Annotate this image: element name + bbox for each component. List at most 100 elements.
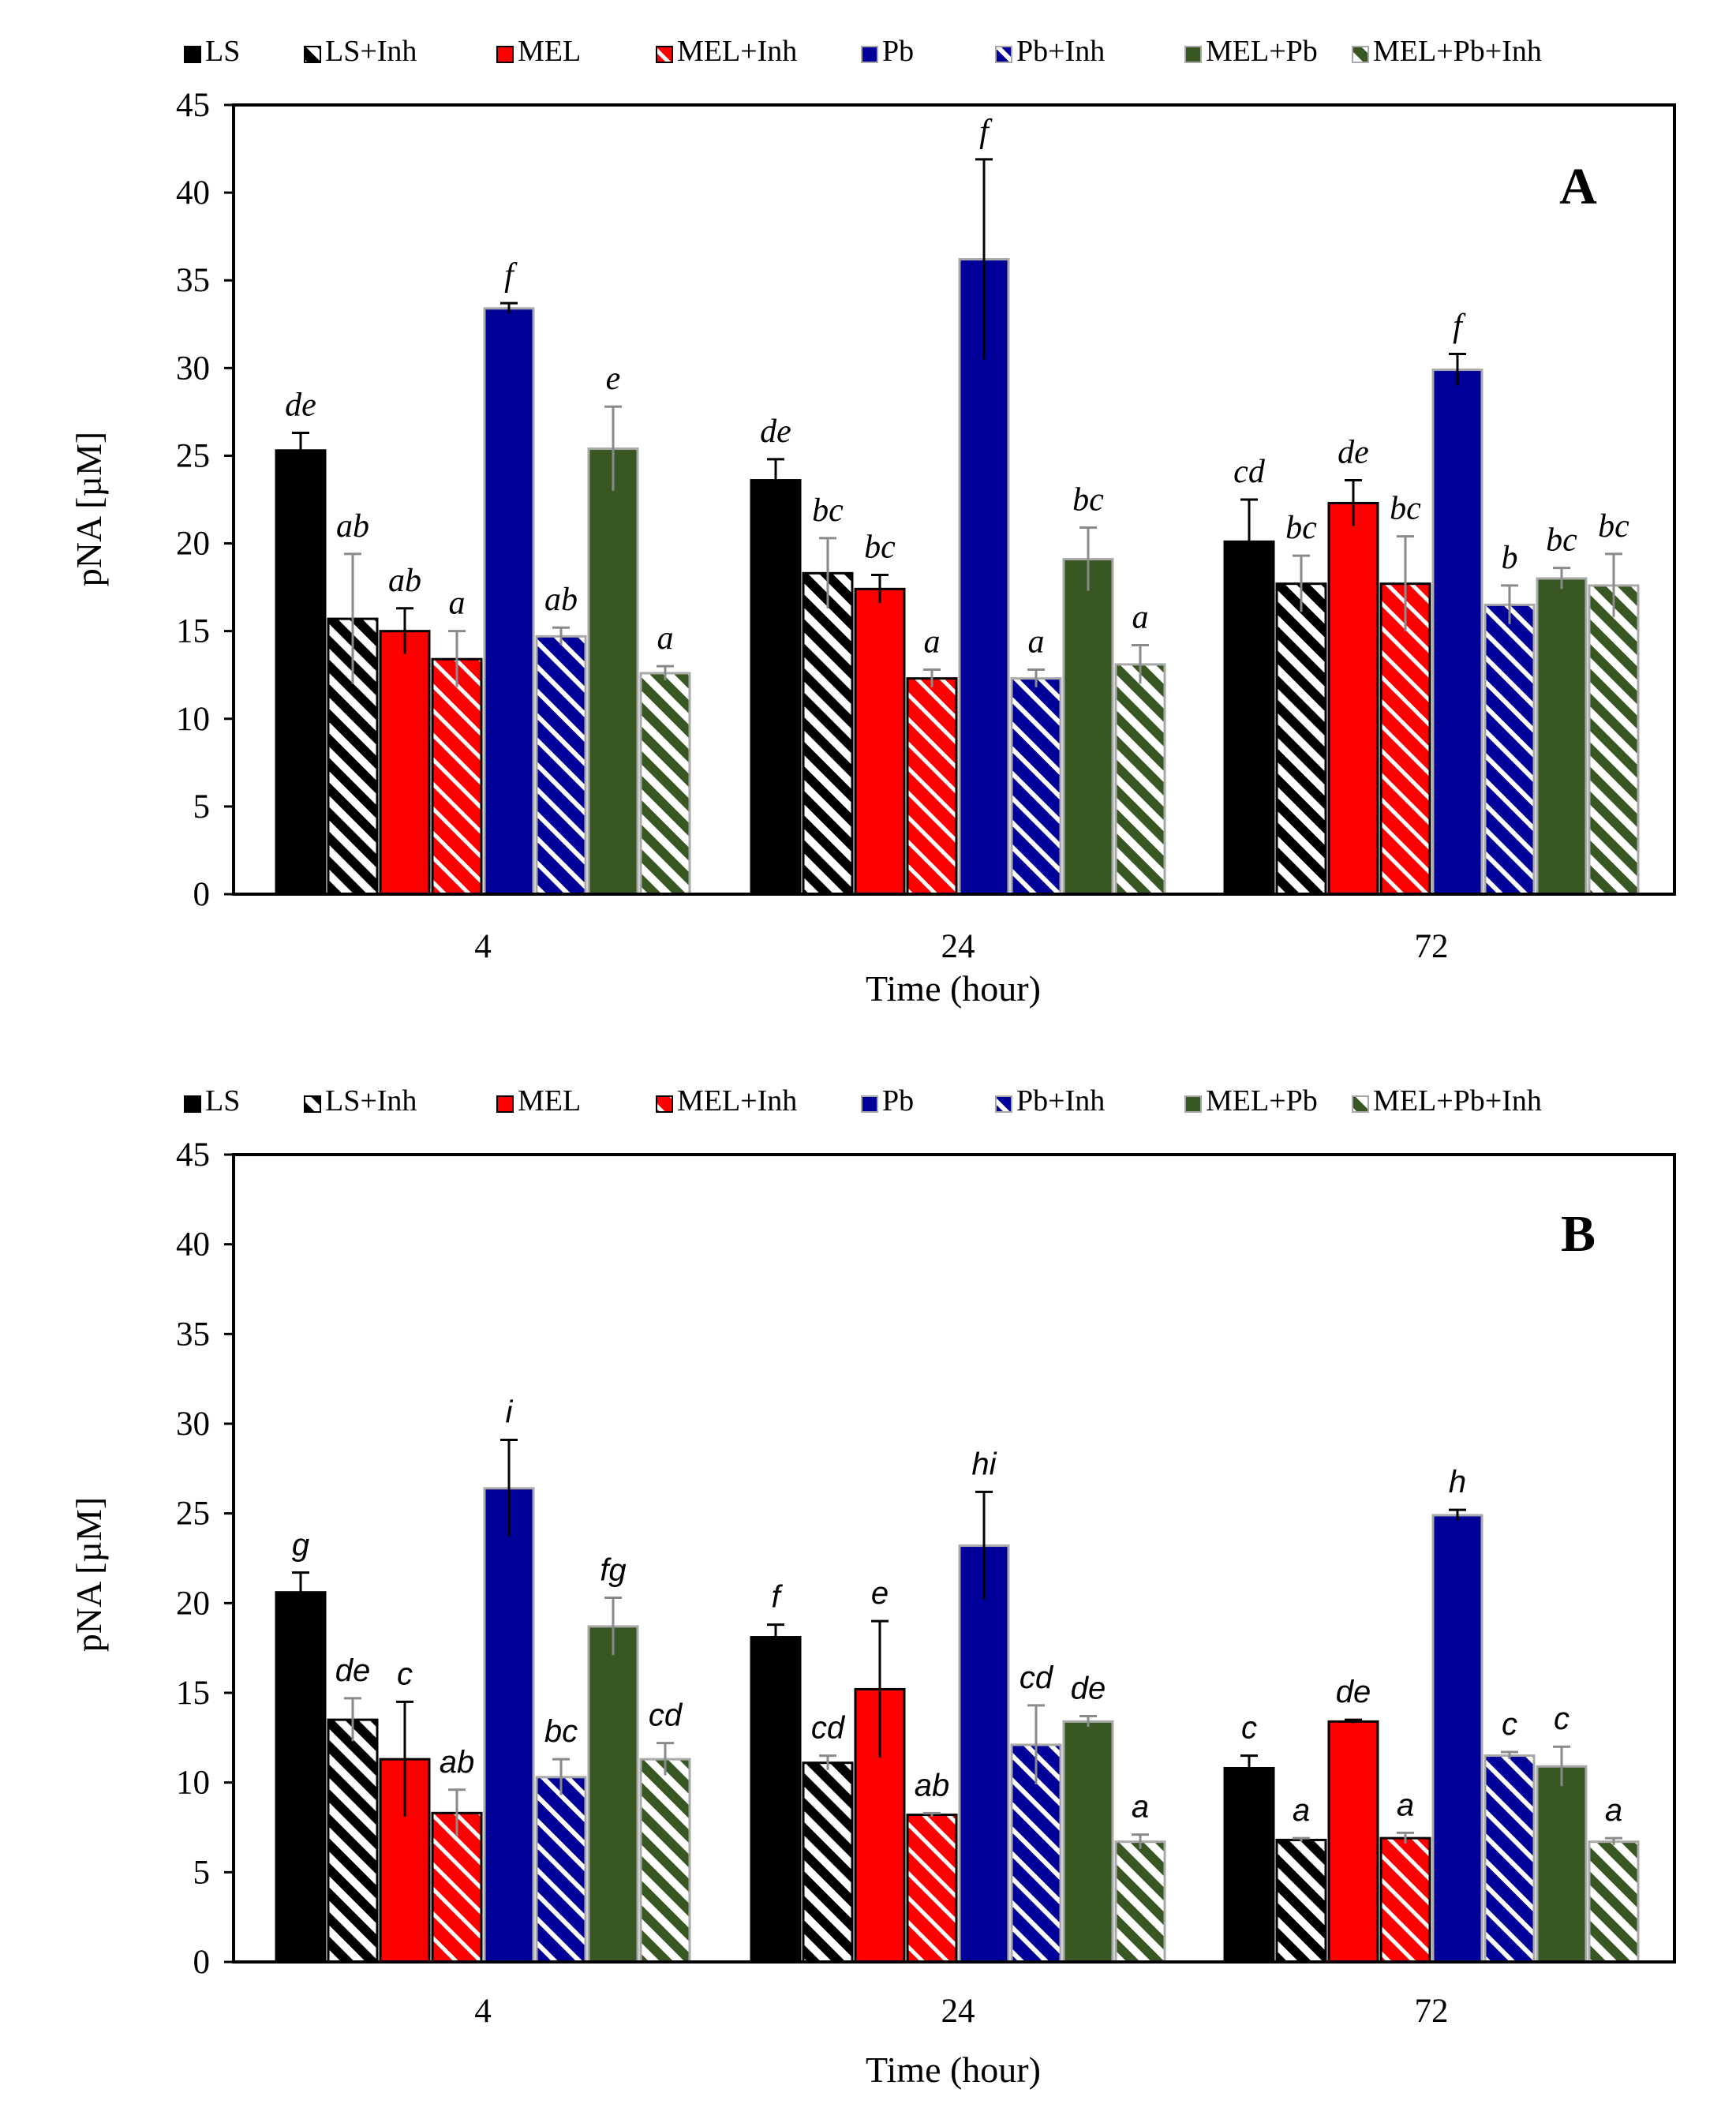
- bars-b: [275, 1487, 1640, 1964]
- significance-letter-ls-4h-a: de: [285, 387, 316, 424]
- bar-mel-pb-inh-4h-b: [639, 1758, 691, 1964]
- bar-mel-inh-72h-a: [1379, 582, 1431, 896]
- legend-swatch-ls-inh-b: [304, 1095, 321, 1113]
- bar-mel-inh-4h-b: [431, 1811, 483, 1964]
- significance-letter-ls-72h-b: c: [1241, 1711, 1257, 1746]
- significance-letter-mel-pb-inh-4h-a: a: [657, 620, 674, 657]
- x-axis-title-a: Time (hour): [866, 968, 1041, 1009]
- significance-letter-mel-inh-24h-b: ab: [915, 1768, 950, 1803]
- y-tick-label-b: 40: [176, 1226, 210, 1264]
- significance-letter-mel-pb-inh-72h-a: bc: [1598, 508, 1629, 545]
- y-tick-label-a: 35: [176, 262, 210, 299]
- bar-pb-inh-72h-a: [1483, 603, 1536, 896]
- y-axis-title-b: pNA [µM]: [69, 1497, 109, 1652]
- x-tick-label-b: 24: [941, 1993, 975, 2030]
- x-tick-label-a: 24: [941, 928, 975, 965]
- significance-letter-ls-inh-72h-b: a: [1293, 1793, 1310, 1828]
- legend-swatch-mel-b: [496, 1095, 514, 1113]
- bar-ls-24h-b: [750, 1636, 802, 1964]
- legend-swatch-pb-a: [861, 46, 878, 63]
- y-tick-label-b: 35: [176, 1316, 210, 1353]
- significance-letter-mel-pb-24h-a: bc: [1072, 482, 1104, 519]
- legend-swatch-mel-inh-a: [656, 46, 673, 63]
- panel-label-b: B: [1561, 1205, 1596, 1263]
- plot-frame-a: [232, 103, 1676, 896]
- legend-label-mel-inh-b: MEL+Inh: [677, 1084, 797, 1118]
- significance-letter-mel-pb-inh-72h-b: a: [1605, 1793, 1622, 1828]
- bar-pb-inh-4h-a: [535, 635, 587, 896]
- significance-letter-mel-pb-4h-a: e: [606, 361, 621, 397]
- y-tick-label-b: 45: [176, 1136, 210, 1174]
- y-tick-label-b: 5: [193, 1854, 211, 1891]
- bar-ls-inh-24h-a: [802, 571, 854, 896]
- significance-letter-ls-inh-72h-a: bc: [1285, 510, 1317, 546]
- significance-letter-pb-inh-24h-a: a: [1028, 624, 1045, 661]
- significance-letter-pb-inh-4h-b: bc: [544, 1714, 578, 1749]
- legend-label-mel-pb-inh-b: MEL+Pb+Inh: [1373, 1084, 1542, 1118]
- significance-letter-pb-4h-a: f: [504, 257, 518, 294]
- x-tick-label-b: 4: [474, 1993, 492, 2030]
- significance-letter-mel-inh-4h-a: a: [449, 586, 466, 622]
- significance-letter-mel-inh-4h-b: ab: [440, 1745, 475, 1780]
- y-tick-label-b: 20: [176, 1585, 210, 1622]
- legend-swatch-pb-inh-a: [995, 46, 1012, 63]
- y-tick-label-a: 10: [176, 701, 210, 738]
- legend-label-pb-b: Pb: [882, 1084, 914, 1118]
- bar-ls-24h-a: [750, 479, 802, 896]
- x-tick-label-a: 72: [1415, 928, 1449, 965]
- significance-letter-ls-24h-a: de: [760, 414, 791, 450]
- legend-label-pb-inh-a: Pb+Inh: [1016, 35, 1105, 68]
- bar-pb-4h-a: [483, 307, 535, 896]
- significance-letter-mel-pb-72h-b: c: [1554, 1702, 1570, 1736]
- bar-pb-inh-4h-b: [535, 1776, 587, 1964]
- legend-swatch-ls-a: [184, 46, 201, 63]
- significance-letter-ls-72h-a: cd: [1233, 454, 1266, 490]
- y-tick-label-a: 5: [193, 788, 211, 826]
- legend-swatch-mel-pb-a: [1184, 46, 1202, 63]
- bar-mel-pb-inh-24h-b: [1114, 1840, 1166, 1964]
- bar-mel-pb-4h-b: [587, 1625, 639, 1964]
- significance-letter-mel-inh-24h-a: a: [924, 624, 941, 661]
- significance-letter-mel-24h-b: e: [871, 1576, 889, 1611]
- legend-swatch-ls-b: [184, 1095, 201, 1113]
- significance-letter-mel-4h-a: ab: [388, 563, 421, 599]
- y-tick-label-a: 25: [176, 437, 210, 474]
- x-axis-title-b: Time (hour): [866, 2050, 1041, 2090]
- significance-letter-pb-24h-a: f: [979, 114, 993, 150]
- significance-letter-mel-24h-a: bc: [864, 530, 896, 566]
- significance-letter-pb-72h-b: h: [1449, 1465, 1466, 1499]
- legend-label-pb-inh-b: Pb+Inh: [1016, 1084, 1105, 1118]
- bar-pb-72h-a: [1431, 369, 1483, 896]
- legend-label-ls-inh-a: LS+Inh: [325, 35, 417, 68]
- legend-label-mel-b: MEL: [518, 1084, 581, 1118]
- bar-ls-72h-a: [1223, 540, 1275, 896]
- significance-letter-pb-inh-72h-a: b: [1502, 540, 1518, 576]
- significance-letter-ls-inh-4h-b: de: [335, 1653, 371, 1688]
- bar-mel-4h-a: [379, 630, 431, 896]
- legend-label-mel-pb-a: MEL+Pb: [1206, 35, 1318, 68]
- axes-b: 0 5 10 15 20 25 30 35 40 45 4 24 72: [176, 1136, 1676, 2030]
- legend-swatch-mel-pb-inh-b: [1352, 1095, 1369, 1113]
- legend-label-mel-inh-a: MEL+Inh: [677, 35, 797, 68]
- bar-mel-pb-72h-b: [1536, 1765, 1588, 1964]
- panel-b: LS LS+Inh MEL MEL+Inh Pb Pb+Inh MEL+Pb MEL+Pb+I…: [69, 1084, 1676, 2090]
- bar-ls-4h-a: [275, 449, 327, 896]
- legend-swatch-mel-inh-b: [656, 1095, 673, 1113]
- legend-label-ls-inh-b: LS+Inh: [325, 1084, 417, 1118]
- bar-ls-inh-72h-b: [1275, 1838, 1327, 1964]
- error-bars-a: [292, 158, 1622, 687]
- bar-mel-pb-4h-a: [587, 447, 639, 896]
- significance-letter-mel-72h-b: de: [1336, 1675, 1371, 1709]
- bars-a: [275, 258, 1640, 896]
- y-tick-label-a: 40: [176, 174, 210, 212]
- legend-label-pb-a: Pb: [882, 35, 914, 68]
- significance-letter-mel-inh-72h-a: bc: [1390, 491, 1421, 527]
- y-tick-label-b: 0: [193, 1944, 211, 1981]
- bar-mel-72h-b: [1327, 1720, 1379, 1964]
- legend-swatch-mel-a: [496, 46, 514, 63]
- legend-swatch-pb-b: [861, 1095, 878, 1113]
- significance-letter-ls-inh-4h-a: ab: [336, 508, 369, 545]
- significance-letter-ls-4h-b: g: [292, 1528, 309, 1563]
- significance-letter-ls-inh-24h-a: bc: [812, 492, 844, 529]
